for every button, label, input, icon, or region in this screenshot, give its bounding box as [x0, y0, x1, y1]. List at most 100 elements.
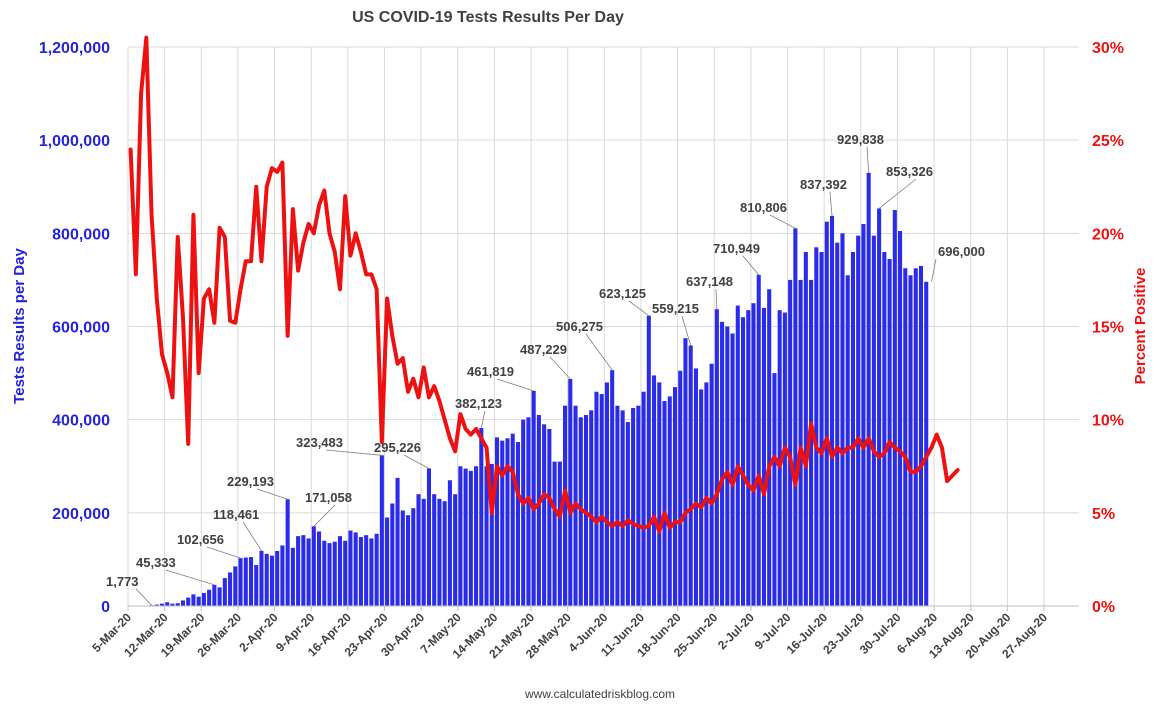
bar — [683, 338, 688, 606]
bar — [364, 535, 369, 606]
bar — [275, 551, 280, 606]
y-right-tick-label: 10% — [1092, 413, 1124, 430]
bar — [468, 470, 473, 606]
bar — [248, 557, 254, 606]
bar — [196, 596, 201, 606]
annotation-label: 487,229 — [520, 342, 567, 357]
y-left-tick-label: 800,000 — [52, 226, 110, 243]
bar — [882, 251, 887, 606]
bar — [159, 603, 165, 606]
y-left-tick-label: 200,000 — [52, 506, 110, 523]
annotation-leader — [549, 356, 571, 380]
bar — [233, 566, 238, 606]
bar — [547, 428, 552, 606]
annotation-leader — [742, 255, 760, 276]
bar — [594, 391, 599, 606]
y-right-tick-label: 5% — [1092, 506, 1115, 523]
y-right-tick-label: 30% — [1092, 40, 1124, 57]
bar — [426, 468, 432, 606]
bar — [453, 494, 458, 606]
bar — [510, 433, 515, 606]
bar — [447, 480, 452, 606]
annotation-leader — [256, 488, 288, 500]
bar — [317, 531, 322, 606]
bar — [421, 498, 426, 606]
bar — [531, 390, 536, 606]
bar — [437, 498, 442, 606]
bar — [657, 382, 662, 606]
bar — [767, 289, 772, 606]
annotation-leader — [585, 333, 613, 371]
annotation-leader — [931, 258, 937, 282]
bar — [636, 405, 641, 606]
bar — [228, 572, 233, 606]
bar — [201, 592, 206, 606]
bar — [290, 547, 295, 606]
bar — [793, 228, 798, 607]
bar — [866, 172, 871, 606]
bar — [343, 540, 348, 606]
bar — [662, 401, 667, 606]
bar — [730, 333, 735, 606]
annotation-leader — [165, 569, 215, 586]
bar — [521, 419, 526, 606]
bar — [735, 305, 740, 606]
bar — [442, 501, 447, 606]
bar — [405, 515, 411, 606]
y-left-tick-label: 0 — [101, 599, 110, 616]
bar — [395, 477, 400, 606]
y-right-tick-label: 20% — [1092, 226, 1124, 243]
bar — [175, 603, 180, 606]
bar — [809, 279, 814, 606]
bar — [400, 510, 405, 606]
y-left-tick-label: 600,000 — [52, 320, 110, 337]
bar — [379, 455, 384, 606]
bar — [610, 370, 615, 606]
y-right-axis-label: Percent Positive — [1132, 268, 1149, 385]
bar — [353, 532, 358, 606]
annotation-leader — [681, 315, 692, 346]
bar — [699, 389, 704, 606]
bar — [756, 274, 761, 606]
bar — [898, 231, 903, 606]
annotation-leader — [878, 178, 917, 209]
bar — [599, 394, 604, 606]
bar — [740, 317, 746, 606]
bar — [646, 315, 651, 606]
y-right-tick-label: 0% — [1092, 599, 1115, 616]
bar — [280, 545, 285, 606]
bar — [667, 396, 672, 607]
bar — [479, 427, 484, 606]
bar — [604, 382, 609, 606]
y-left-tick-label: 1,000,000 — [39, 133, 110, 150]
bar — [589, 410, 594, 606]
bar — [500, 440, 505, 606]
bar — [725, 326, 730, 606]
x-tick-label: 2-Jul-20 — [715, 610, 757, 652]
bar — [714, 309, 719, 606]
bar — [803, 251, 808, 606]
y-left-axis-label: Tests Results per Day — [11, 248, 28, 404]
annotation-label: 710,949 — [713, 241, 760, 256]
bar — [850, 251, 855, 606]
bar — [819, 251, 824, 606]
bar — [348, 530, 353, 606]
bar — [709, 363, 714, 606]
y-right-tick-label: 15% — [1092, 320, 1124, 337]
bar — [474, 466, 479, 606]
bar — [494, 437, 500, 606]
bar — [259, 550, 264, 606]
bar — [835, 242, 840, 606]
y-left-tick-label: 1,200,000 — [39, 40, 110, 57]
bar — [301, 535, 306, 606]
annotation-label: 171,058 — [305, 490, 352, 505]
bar — [563, 405, 568, 606]
bar — [845, 275, 850, 606]
bar-series — [149, 172, 929, 607]
annotation-label: 637,148 — [686, 274, 733, 289]
bar — [840, 233, 845, 606]
bar — [432, 494, 437, 606]
y-left-tick-label: 400,000 — [52, 413, 110, 430]
